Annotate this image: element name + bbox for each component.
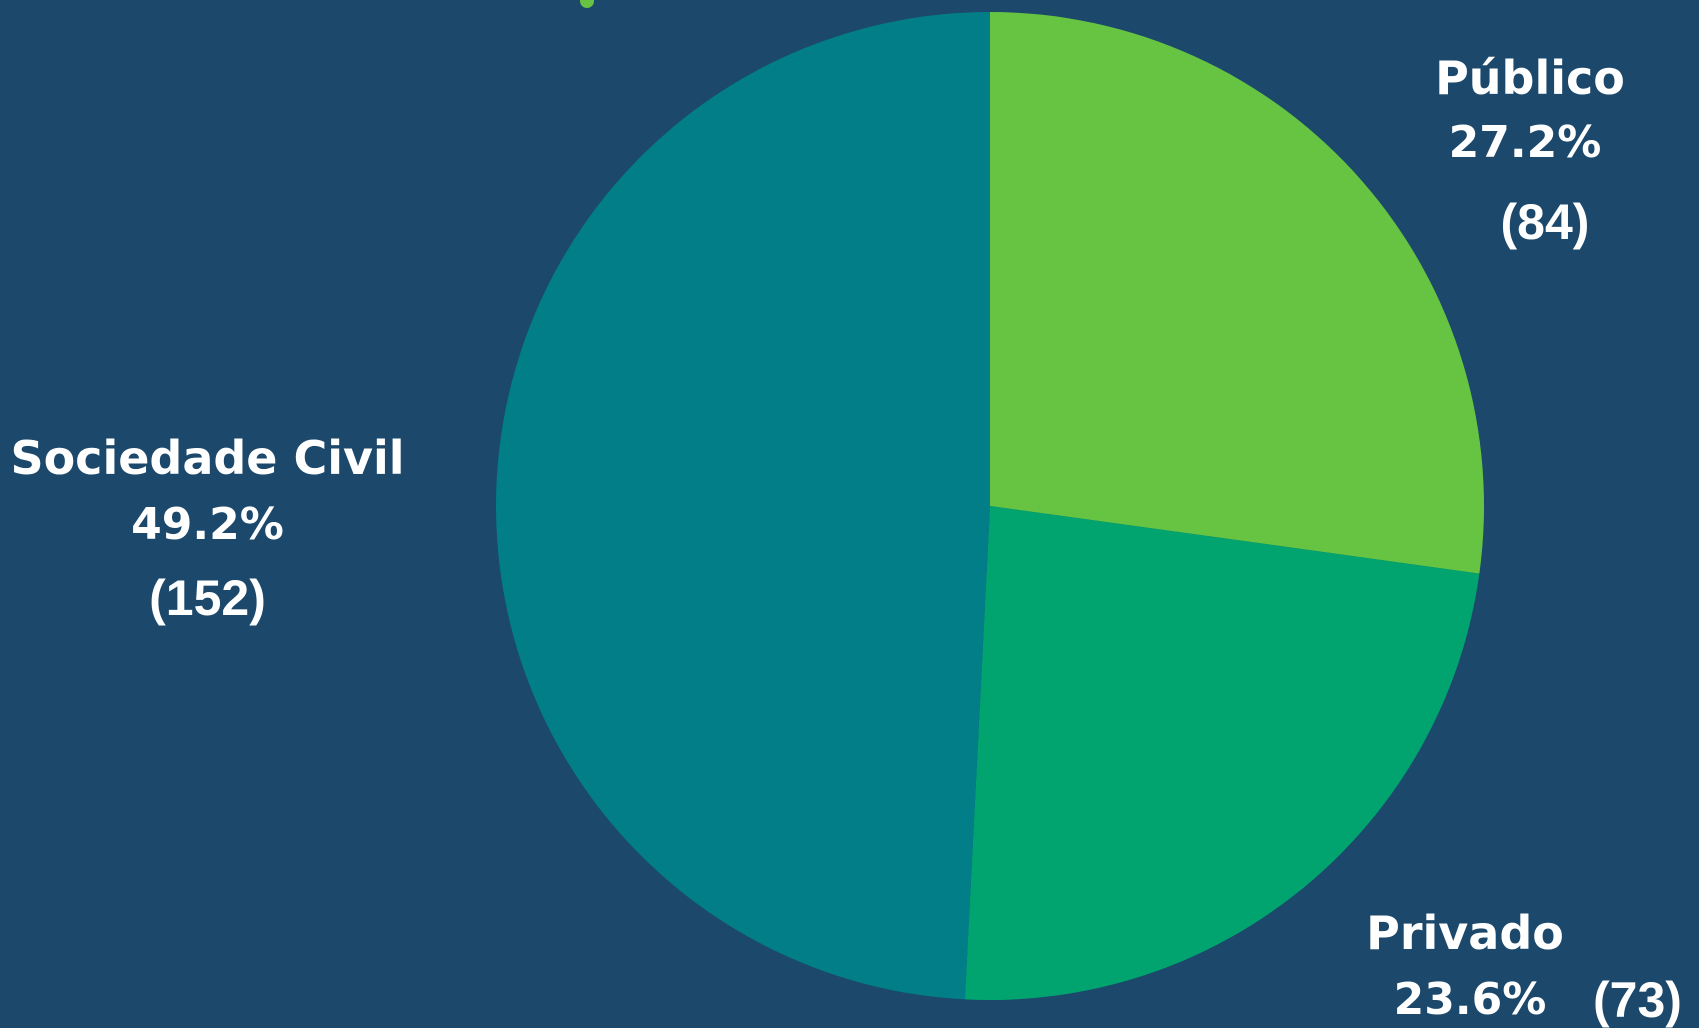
- cropped-title-fragment: [580, 0, 594, 8]
- label-sociedade-civil: Sociedade Civil 49.2% (152): [10, 435, 405, 623]
- slice-count-privado: (73): [1593, 972, 1682, 1028]
- pie-slice-privado: [964, 506, 1480, 1000]
- slice-count: (152): [149, 570, 266, 626]
- slice-name: Sociedade Civil: [10, 431, 405, 485]
- slice-percent: 49.2%: [131, 499, 284, 550]
- label-privado: Privado 23.6%: [1350, 910, 1580, 1022]
- pie-slice-p-blico: [990, 12, 1484, 574]
- slice-name: Privado: [1366, 906, 1564, 960]
- slice-percent: 27.2%: [1448, 117, 1602, 168]
- pie-slice-sociedade-civil: [496, 12, 990, 1000]
- slice-percent: 23.6%: [1393, 974, 1547, 1025]
- slice-count: (84): [1500, 194, 1590, 250]
- slice-name: Público: [1435, 51, 1625, 105]
- label-publico: Público 27.2% (84): [1410, 55, 1650, 247]
